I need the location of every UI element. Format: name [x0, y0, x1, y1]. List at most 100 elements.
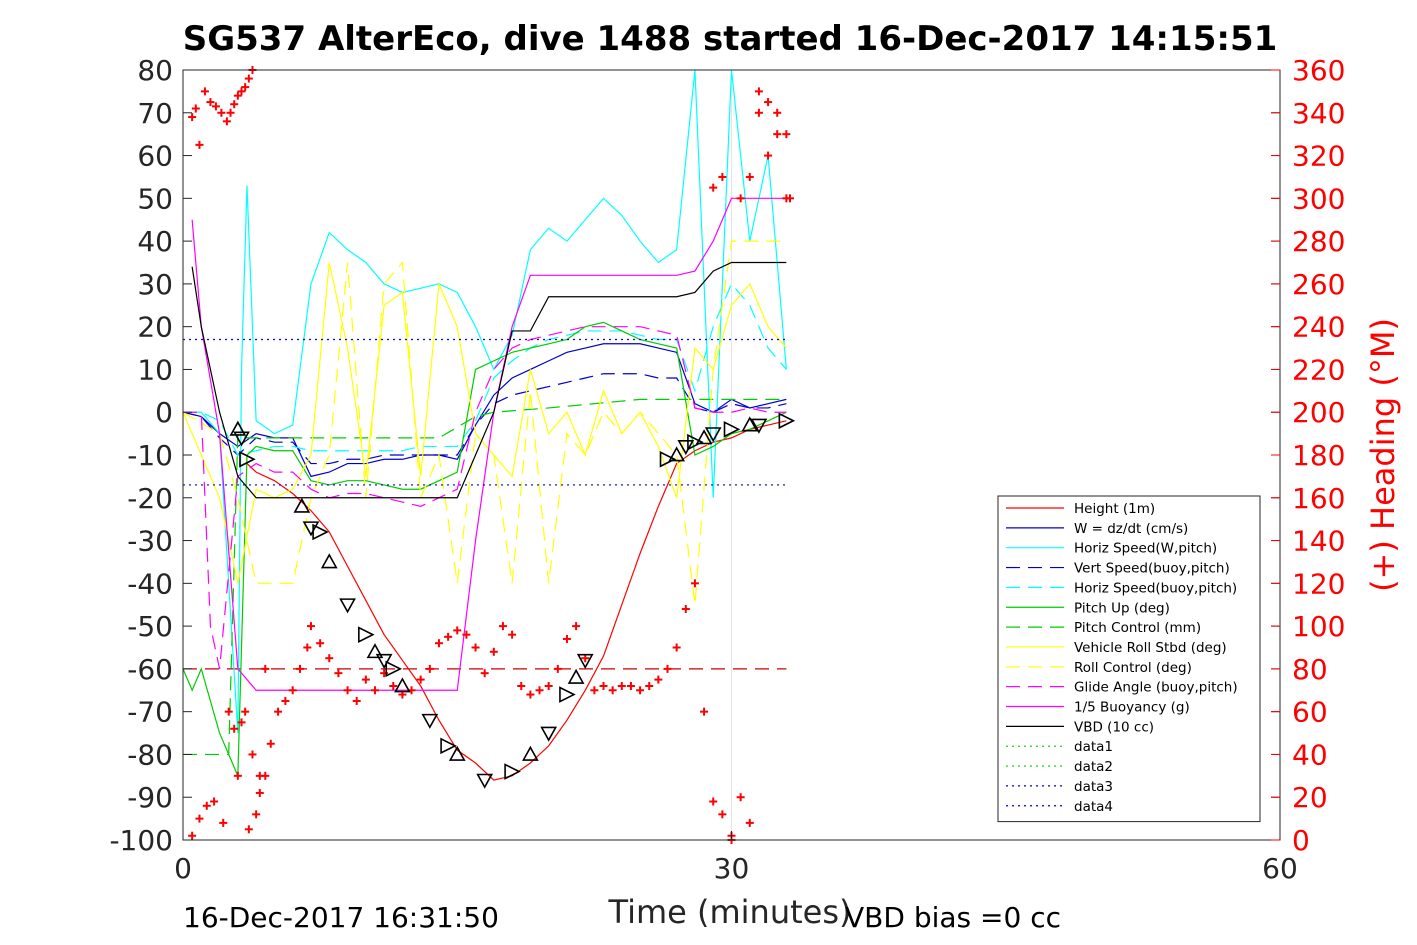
height-marker: [559, 686, 576, 703]
heading-point: [195, 814, 204, 823]
series-vbd-10-cc: [191, 261, 787, 499]
y2-tick-label: 340: [1292, 97, 1345, 130]
heading-point: [303, 643, 312, 652]
y2-tick-label: 120: [1292, 567, 1345, 600]
heading-point: [219, 818, 228, 827]
heading-point: [626, 682, 635, 690]
heading-point: [370, 686, 379, 695]
heading-point: [244, 825, 253, 834]
heading-point: [195, 140, 204, 149]
heading-point: [261, 664, 270, 673]
heading-point: [508, 630, 517, 639]
y2-tick-label: 80: [1292, 653, 1328, 686]
y2-tick-label: 300: [1292, 182, 1345, 215]
heading-point: [636, 686, 645, 695]
legend-item: data1: [1006, 739, 1113, 755]
height-marker: [366, 643, 384, 659]
heading-point: [233, 91, 242, 100]
y-tick-label: 10: [137, 353, 173, 386]
legend-item: Pitch Up (deg): [1006, 600, 1170, 616]
y2-tick-label: 360: [1292, 54, 1345, 87]
height-marker: [375, 653, 393, 669]
heading-point: [233, 771, 242, 780]
heading-point: [230, 724, 239, 733]
heading-point: [206, 98, 215, 107]
heading-point: [237, 718, 246, 727]
y-tick-label: -70: [127, 696, 173, 729]
heading-point: [672, 643, 681, 652]
y-tick-label: -100: [109, 824, 173, 857]
heading-point: [645, 682, 654, 690]
heading-point: [211, 102, 220, 111]
heading-point: [248, 750, 257, 759]
height-marker: [293, 497, 311, 513]
heading-point: [334, 669, 343, 678]
heading-point: [241, 707, 250, 716]
legend-item: Horiz Speed(W,pitch): [1006, 541, 1217, 557]
height-marker: [695, 429, 713, 445]
series-layer: [182, 69, 787, 781]
y2-tick-label: 280: [1292, 225, 1345, 258]
y2-tick-label: 220: [1292, 353, 1345, 386]
heading-point: [237, 87, 246, 96]
y2-tick-label: 40: [1292, 738, 1328, 771]
legend-item: Glide Angle (buoy,pitch): [1006, 680, 1238, 696]
height-marker: [750, 418, 768, 434]
height-marker: [540, 726, 558, 742]
heading-point: [306, 622, 315, 631]
heading-point: [782, 130, 791, 139]
height-marker: [659, 450, 677, 468]
height-marker: [358, 626, 375, 643]
legend-box: [997, 495, 1261, 823]
heading-point: [590, 686, 599, 695]
heading-point: [425, 664, 434, 673]
heading-point: [498, 622, 507, 631]
series-pitch-up-deg: [182, 321, 787, 777]
legend-item: Horiz Speed(buoy,pitch): [1006, 580, 1237, 596]
height-marker: [239, 450, 256, 468]
height-marker: [320, 553, 338, 569]
heading-point: [188, 831, 197, 840]
y-tick-label: -40: [127, 567, 173, 600]
height-marker: [723, 421, 741, 438]
heading-point: [230, 100, 239, 109]
heading-point: [764, 151, 773, 160]
legend-item: 1/5 Buoyancy (g): [1006, 700, 1190, 716]
heading-point: [773, 108, 782, 117]
heading-point: [709, 797, 718, 806]
height-marker: [394, 677, 411, 693]
legend-label: Height (1m): [1074, 501, 1155, 517]
legend-label: data2: [1074, 759, 1113, 775]
y2-tick-label: 0: [1292, 824, 1310, 857]
legend-item: Height (1m): [1006, 501, 1155, 517]
heading-point: [343, 686, 352, 695]
heading-point: [296, 664, 305, 673]
heading-point: [754, 108, 763, 117]
heading-point: [462, 630, 471, 639]
heading-point: [663, 664, 672, 673]
y-tick-label: 70: [137, 97, 173, 130]
heading-points-layer: [188, 66, 795, 844]
y2-tick-label: 200: [1292, 396, 1345, 429]
heading-point: [224, 707, 233, 716]
y-tick-label: -50: [127, 610, 173, 643]
heading-point: [562, 634, 571, 643]
height-marker: [421, 713, 439, 729]
legend-label: 1/5 Buoyancy (g): [1074, 700, 1190, 716]
heading-point: [191, 104, 200, 113]
legend-label: Vehicle Roll Stbd (deg): [1074, 640, 1227, 656]
heading-point: [654, 675, 663, 684]
footer-vbd-bias: VBD bias =0 cc: [845, 901, 1061, 934]
legend-item: Pitch Control (mm): [1006, 620, 1201, 636]
heading-point: [718, 172, 727, 181]
x-tick-label: 0: [174, 852, 192, 885]
series-1-5-buoyancy-g: [191, 197, 787, 691]
legend-label: Roll Control (deg): [1074, 660, 1192, 676]
heading-point: [261, 771, 270, 780]
y-tick-label: -80: [127, 738, 173, 771]
height-marker: [576, 653, 594, 669]
heading-point: [709, 183, 718, 192]
heading-point: [745, 172, 754, 181]
legend-label: VBD (10 cc): [1074, 719, 1154, 735]
height-marker: [440, 737, 457, 755]
